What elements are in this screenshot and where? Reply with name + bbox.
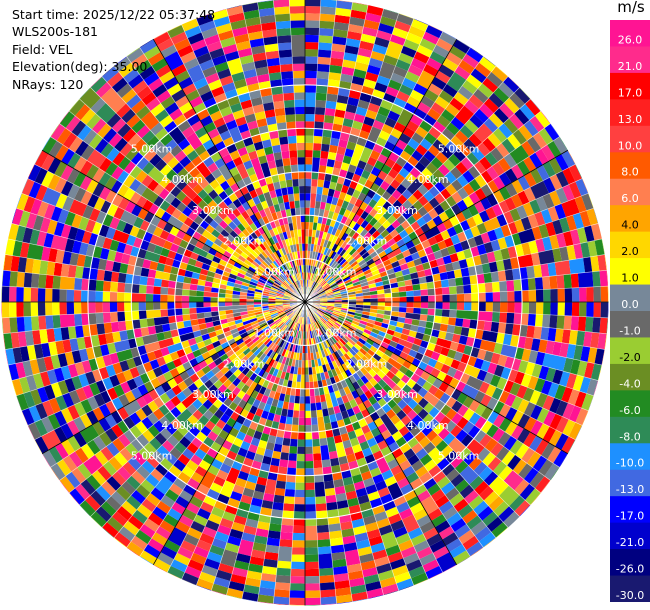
range-ring-label: 3.00km (192, 204, 234, 217)
velocity-gate-group (42, 0, 589, 605)
colorbar-tick-label: -2.0 (619, 351, 640, 364)
colorbar-tick-label: 6.0 (621, 192, 639, 205)
colorbar-swatch (610, 390, 650, 418)
velocity-gate-group (2, 0, 606, 591)
velocity-gate-group (12, 8, 608, 606)
range-ring-label: 4.00km (161, 419, 203, 432)
colorbar-tick-label: -17.0 (616, 510, 644, 523)
colorbar-swatch (610, 496, 650, 524)
instrument-label: WLS200s-181 (12, 24, 98, 40)
colorbar-tick-label: -6.0 (619, 404, 640, 417)
elevation-label: Elevation(deg): 35.00 (12, 59, 148, 75)
range-ring-labels: 1.00km 1.00km 1.00km 1.00km 2.00km 2.00km 2.00… (131, 143, 480, 463)
azimuth-line (152, 301, 306, 566)
colorbar-swatch (610, 178, 650, 206)
plot-border (0, 0, 610, 607)
azimuth-line (41, 301, 306, 455)
colorbar-swatch (610, 549, 650, 577)
colorbar-tick-label: -21.0 (616, 536, 644, 549)
velocity-gate-group (1, 4, 605, 602)
colorbar-swatch (610, 575, 650, 602)
range-ring (261, 258, 349, 346)
colorbar-tick-label: -1.0 (619, 324, 640, 337)
velocity-gate-group (1, 12, 608, 602)
colorbar-tick-label: -13.0 (616, 483, 644, 496)
colorbar-swatch (610, 46, 650, 74)
range-ring-label: 1.00km (315, 265, 357, 278)
colorbar-tick-label: 2.0 (621, 245, 639, 258)
colorbar-tick-label: -10.0 (616, 457, 644, 470)
colorbar-tick-label: 17.0 (618, 86, 643, 99)
colorbar-tick-label: 1.0 (621, 272, 639, 285)
azimuth-line (304, 301, 569, 455)
velocity-gate-group (2, 0, 595, 584)
range-ring-label: 2.00km (223, 357, 265, 370)
azimuth-line (304, 301, 458, 566)
colorbar-swatch (610, 311, 650, 338)
colorbar-tick-label: 0.0 (621, 298, 639, 311)
range-ring-label: 1.00km (254, 265, 296, 278)
velocity-gate-group (1, 1, 606, 600)
colorbar-swatch (610, 469, 650, 497)
colorbar-tick-label: 10.0 (618, 139, 643, 152)
range-ring-label: 1.00km (254, 327, 296, 340)
velocity-gate-group (2, 34, 594, 605)
range-ring (87, 84, 523, 520)
colorbar-unit: m/s (617, 0, 645, 16)
range-ring-label: 2.00km (223, 235, 265, 248)
range-ring-label: 3.00km (376, 388, 418, 401)
range-ring-label: 3.00km (192, 388, 234, 401)
range-ring-label: 2.00km (346, 357, 388, 370)
range-ring-label: 5.00km (438, 143, 480, 156)
azimuth-line (152, 38, 306, 303)
colorbar-swatch (610, 443, 650, 471)
range-ring-label: 5.00km (131, 143, 173, 156)
colorbar-swatch (610, 258, 650, 286)
scan-info: Start time: 2025/12/22 05:37:48 WLS200s-… (12, 6, 215, 93)
colorbar-tick-label: 26.0 (618, 33, 643, 46)
range-ring (174, 171, 436, 433)
range-ring-label: 3.00km (376, 204, 418, 217)
colorbar-swatch (610, 416, 650, 444)
colorbar-swatch (610, 20, 650, 47)
colorbar-tick-label: 8.0 (621, 166, 639, 179)
range-ring-label: 4.00km (407, 173, 449, 186)
colorbar-tick-label: -8.0 (619, 430, 640, 443)
colorbar: 26.0 21.0 17.0 13.0 10.0 8.0 6.0 4.0 2.0 1.0 0.0 -1… (610, 20, 650, 602)
range-ring-label: 2.00km (346, 235, 388, 248)
range-ring-label: 5.00km (438, 450, 480, 463)
colorbar-swatch (610, 125, 650, 153)
colorbar-swatch (610, 72, 650, 100)
colorbar-tick-label: -26.0 (616, 563, 644, 576)
colorbar-tick-label: -30.0 (616, 589, 644, 602)
azimuth-line (304, 38, 458, 303)
colorbar-swatch (610, 522, 650, 550)
colorbar-swatch (610, 363, 650, 391)
range-ring (130, 127, 480, 477)
colorbar-swatch (610, 337, 650, 365)
colorbar-swatch (610, 205, 650, 233)
range-rings (0, 0, 610, 607)
colorbar-tick-label: 13.0 (618, 113, 643, 126)
range-ring-label: 4.00km (407, 419, 449, 432)
colorbar-swatch (610, 99, 650, 127)
range-ring-label: 1.00km (315, 327, 357, 340)
range-ring-label: 4.00km (161, 173, 203, 186)
start-time-label: Start time: 2025/12/22 05:37:48 (12, 7, 216, 22)
azimuth-line (304, 149, 569, 303)
range-ring (217, 214, 393, 390)
field-label: Field: VEL (12, 41, 73, 57)
colorbar-tick-label: 4.0 (621, 219, 639, 232)
range-ring-label: 5.00km (131, 450, 173, 463)
azimuth-lines (1, 0, 609, 606)
colorbar-swatch (610, 284, 650, 312)
nrays-label: NRays: 120 (12, 76, 84, 92)
azimuth-line (41, 149, 306, 303)
velocity-gates (1, 0, 610, 606)
colorbar-tick-label: -4.0 (619, 377, 640, 390)
colorbar-tick-label: 21.0 (618, 60, 643, 73)
colorbar-swatch (610, 152, 650, 180)
colorbar-swatch (610, 231, 650, 259)
